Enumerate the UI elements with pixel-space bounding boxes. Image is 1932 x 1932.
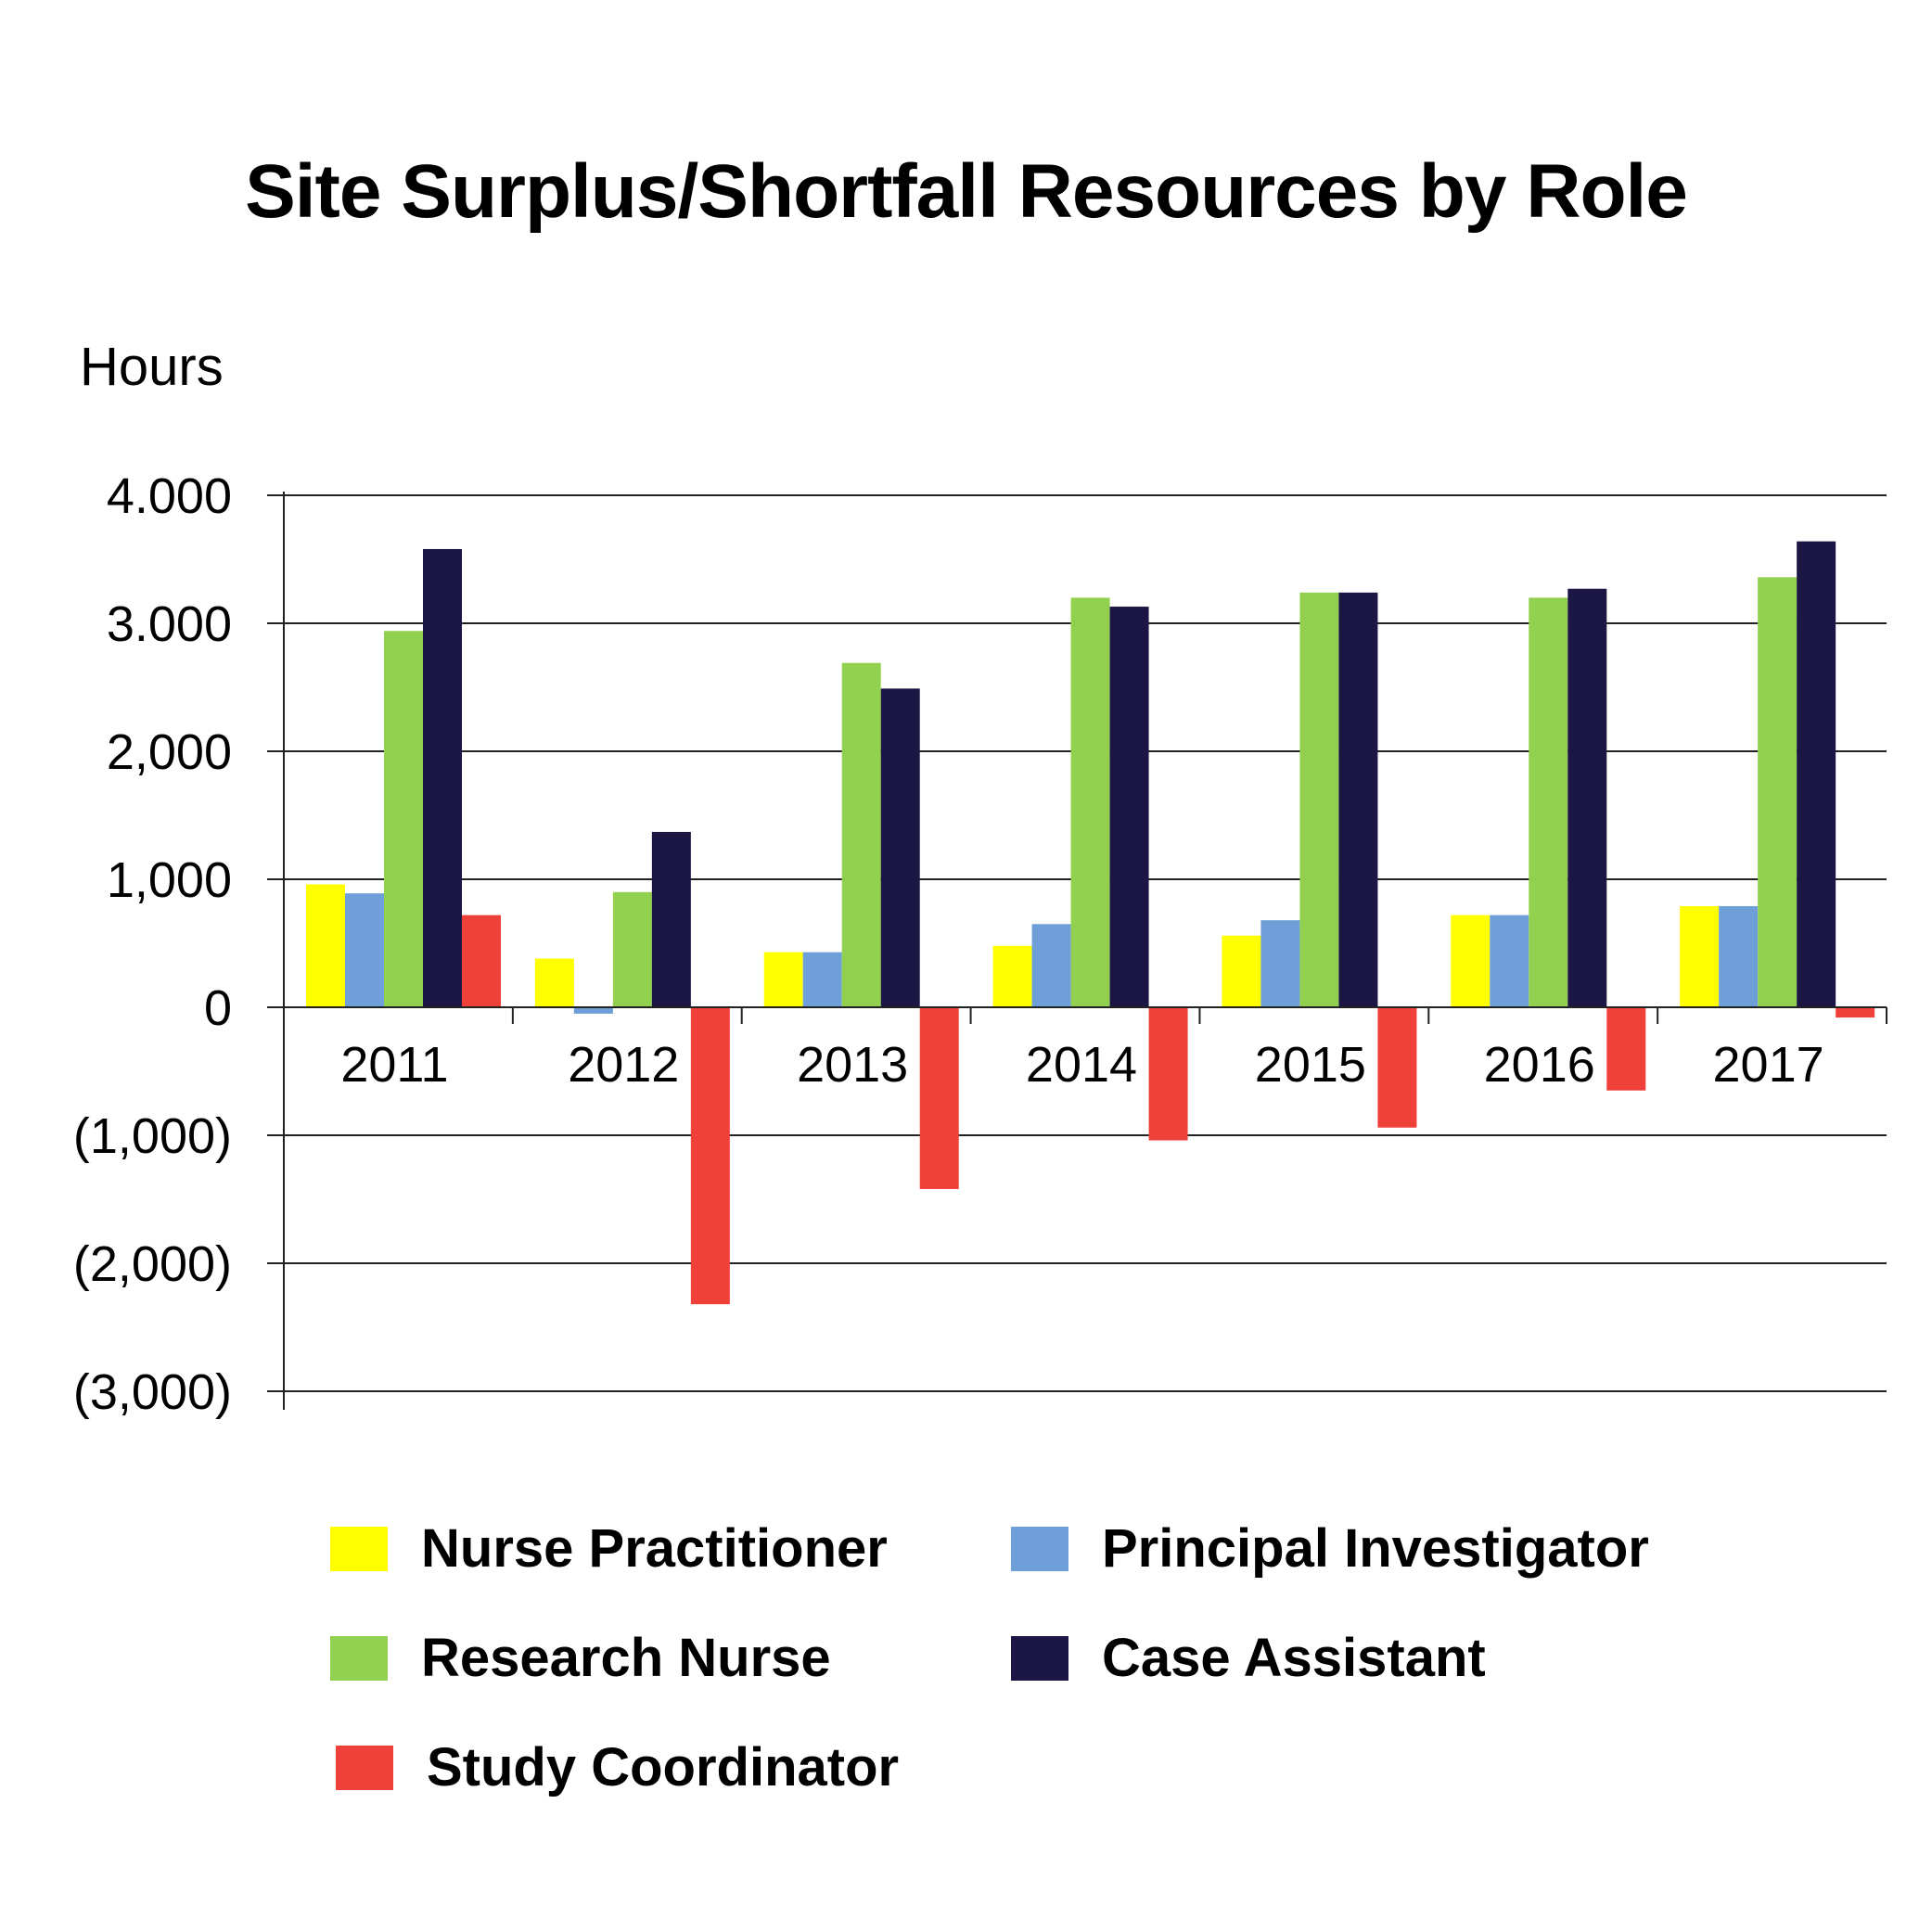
- bar: [1031, 924, 1071, 1007]
- y-axis-label: Hours: [80, 337, 224, 397]
- y-tick-label: 0: [204, 980, 232, 1036]
- bar: [1299, 592, 1339, 1007]
- bar: [651, 831, 691, 1007]
- bar: [1109, 607, 1149, 1007]
- bar: [1836, 1007, 1875, 1018]
- x-tick-label: 2012: [568, 1037, 679, 1093]
- x-tick-label: 2016: [1484, 1037, 1595, 1093]
- bar: [1758, 577, 1798, 1007]
- bar: [573, 1007, 613, 1014]
- bar: [919, 1007, 959, 1189]
- x-tick-label: 2014: [1026, 1037, 1137, 1093]
- y-tick-label: 3.000: [107, 596, 232, 652]
- bar: [423, 548, 462, 1007]
- bar: [802, 952, 842, 1007]
- bar: [1451, 915, 1491, 1007]
- chart-title: Site Surplus/Shortfall Resources by Role: [245, 149, 1688, 234]
- bar: [1377, 1007, 1417, 1128]
- bar: [1567, 588, 1607, 1007]
- bar: [462, 915, 501, 1007]
- bar: [1797, 541, 1836, 1007]
- x-tick-labels: 2011 2012 2013 2014 2015 2016 2017: [340, 1037, 1823, 1093]
- bar: [1606, 1007, 1646, 1091]
- bar: [763, 952, 803, 1007]
- bar: [345, 893, 384, 1007]
- x-tick-label: 2015: [1255, 1037, 1366, 1093]
- bar: [1719, 905, 1759, 1007]
- bar: [612, 891, 652, 1007]
- x-tick-label: 2013: [797, 1037, 908, 1093]
- bar: [1222, 935, 1261, 1007]
- bar: [1260, 920, 1300, 1007]
- bar: [992, 945, 1032, 1007]
- bar: [1070, 597, 1110, 1007]
- bar: [1680, 905, 1720, 1007]
- bar: [1529, 597, 1568, 1007]
- y-tick-label: 4.000: [107, 468, 232, 524]
- bar: [306, 884, 345, 1007]
- y-tick-label: 1,000: [107, 852, 232, 908]
- y-tick-label: 2,000: [107, 724, 232, 780]
- bars: [306, 541, 1875, 1305]
- x-tick-label: 2017: [1713, 1037, 1824, 1093]
- bar: [690, 1007, 730, 1305]
- y-tick-label: (3,000): [73, 1364, 232, 1420]
- y-tick-label: (2,000): [73, 1236, 232, 1292]
- axes: [267, 492, 1887, 1410]
- y-tick-labels: 4.000 3.000 2,000 1,000 0 (1,000) (2,000) (3,00…: [73, 468, 232, 1420]
- bar: [880, 688, 920, 1007]
- bar: [384, 631, 423, 1007]
- bar: [1338, 592, 1378, 1007]
- bar: [534, 958, 574, 1007]
- y-tick-label: (1,000): [73, 1108, 232, 1164]
- bar: [1490, 915, 1529, 1007]
- bar: [1148, 1007, 1188, 1141]
- x-tick-label: 2011: [340, 1037, 448, 1093]
- bar: [841, 662, 881, 1007]
